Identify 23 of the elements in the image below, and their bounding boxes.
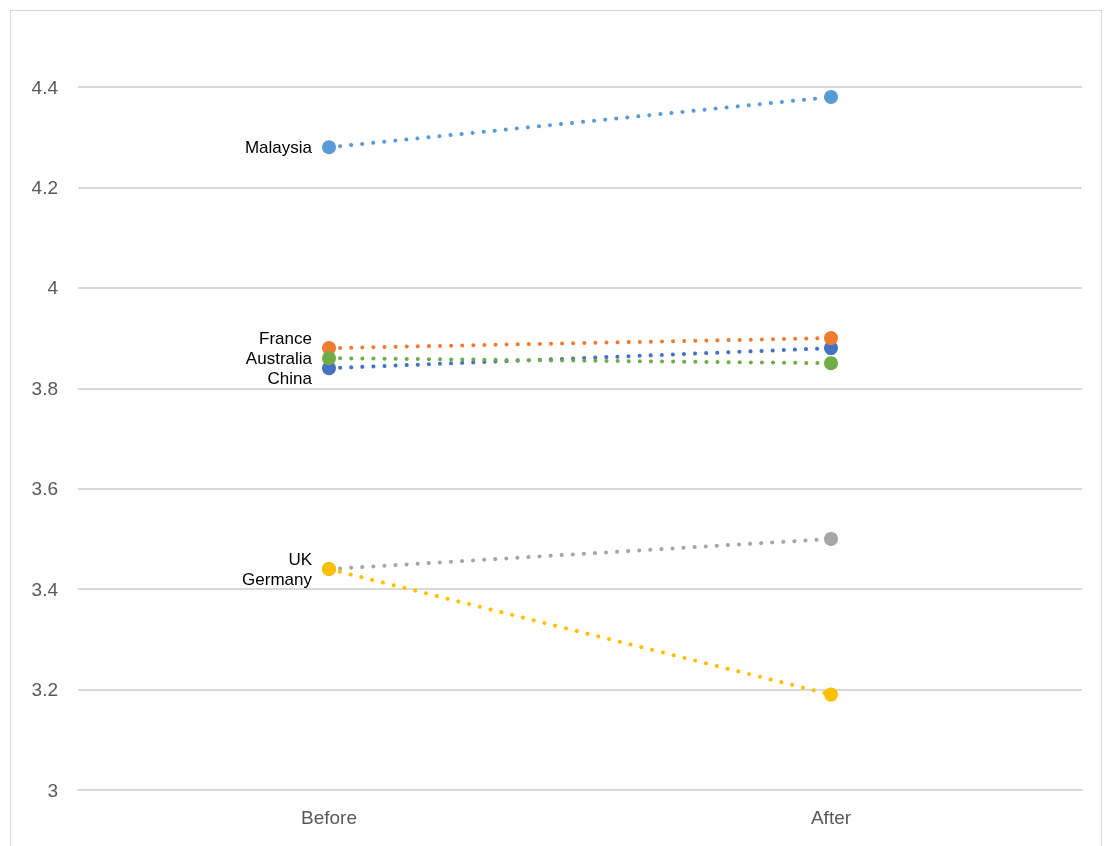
x-tick-label: Before xyxy=(301,807,357,828)
y-tick-label: 4 xyxy=(47,277,59,299)
series-label: Australia xyxy=(245,348,313,368)
y-tick-label: 4.4 xyxy=(31,76,59,98)
series-label: China xyxy=(267,368,313,388)
point xyxy=(322,140,336,155)
x-tick-label: After xyxy=(810,807,852,828)
point xyxy=(824,531,838,546)
series-label: Malaysia xyxy=(244,137,313,157)
series-label: France xyxy=(259,328,312,348)
point xyxy=(824,90,838,105)
y-tick-label: 4.2 xyxy=(31,176,58,198)
y-tick-label: 3.4 xyxy=(31,578,59,600)
point xyxy=(824,331,838,346)
series-label: Germany xyxy=(242,569,313,589)
point xyxy=(824,687,838,702)
series-label: UK xyxy=(288,549,313,569)
y-tick-label: 3.8 xyxy=(31,377,58,399)
y-tick-label: 3.6 xyxy=(31,478,58,500)
point xyxy=(824,356,838,371)
point xyxy=(322,351,336,366)
y-tick-label: 3.2 xyxy=(31,679,58,701)
y-tick-label: 3 xyxy=(47,779,58,801)
